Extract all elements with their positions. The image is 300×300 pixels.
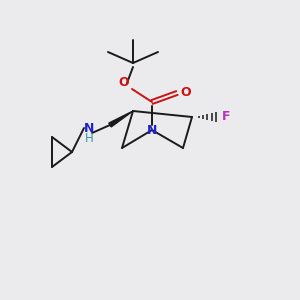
Text: N: N	[147, 124, 157, 136]
Text: O: O	[181, 86, 191, 100]
Text: H: H	[85, 133, 93, 146]
Text: N: N	[84, 122, 94, 136]
Polygon shape	[109, 111, 133, 127]
Text: F: F	[222, 110, 230, 124]
Text: O: O	[119, 76, 129, 89]
